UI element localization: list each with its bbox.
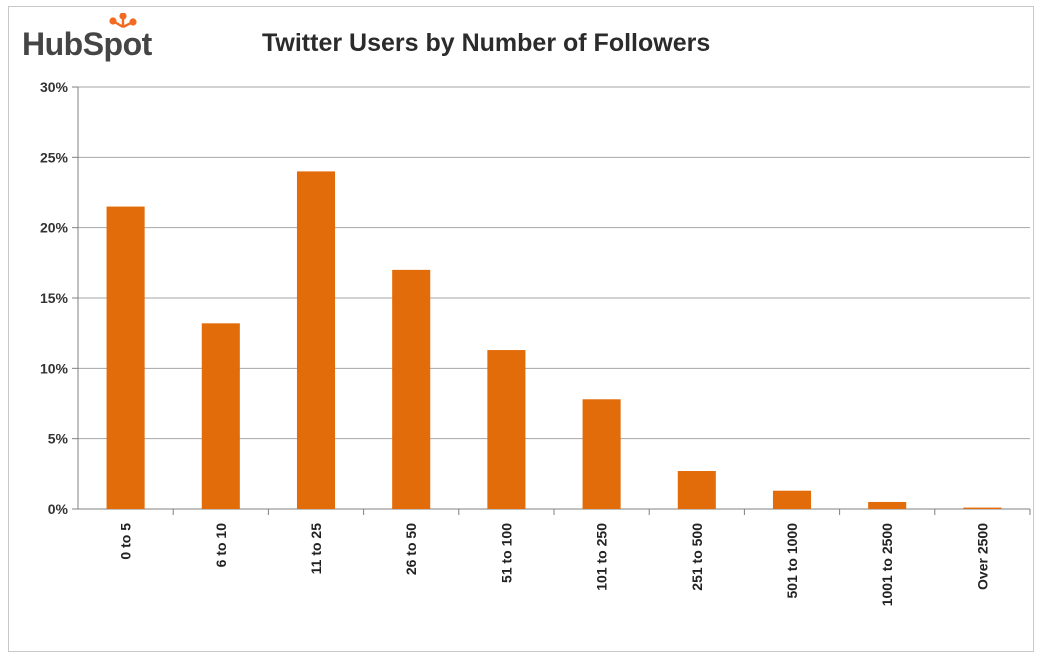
- bar: [201, 323, 240, 509]
- x-tick-label: 26 to 50: [403, 523, 419, 575]
- chart-frame: [8, 6, 1034, 652]
- x-tick-label: 101 to 250: [594, 523, 610, 591]
- bar: [392, 269, 431, 509]
- x-tick-label: 6 to 10: [213, 523, 229, 568]
- x-tick-label: 1001 to 2500: [879, 523, 895, 606]
- bar: [487, 350, 526, 509]
- bar: [963, 507, 1002, 509]
- bar: [677, 471, 716, 509]
- bar: [582, 399, 621, 509]
- x-tick-label: 51 to 100: [498, 523, 514, 583]
- bar: [296, 171, 336, 509]
- gridlines: [78, 86, 1030, 440]
- x-tick-label: 501 to 1000: [784, 523, 800, 599]
- y-tick-label: 5%: [48, 431, 69, 447]
- bar: [106, 206, 145, 510]
- y-tick-label: 30%: [40, 79, 69, 95]
- chart-title: Twitter Users by Number of Followers: [262, 29, 711, 57]
- bar: [868, 501, 907, 509]
- x-tick-label: 0 to 5: [118, 523, 134, 560]
- sprocket-icon: [109, 13, 137, 29]
- x-tick-label: Over 2500: [974, 523, 990, 590]
- bar: [772, 490, 812, 509]
- y-tick-label: 15%: [40, 290, 69, 306]
- hubspot-logo: HubSpot: [22, 26, 152, 62]
- x-axis-ticks: 0 to 5 6 to 10 11 to 25 26 to 50 51 to 100 10…: [118, 523, 991, 607]
- y-tick-label: 0%: [48, 501, 69, 517]
- y-tick-label: 25%: [40, 149, 69, 165]
- y-axis-ticks: 0% 5% 10% 15% 20% 25% 30%: [40, 79, 69, 517]
- y-tick-label: 20%: [40, 220, 69, 236]
- x-tick-label: 251 to 500: [689, 523, 705, 591]
- bars: [106, 171, 1002, 510]
- y-tick-label: 10%: [40, 360, 69, 376]
- x-tick-label: 11 to 25: [308, 523, 324, 575]
